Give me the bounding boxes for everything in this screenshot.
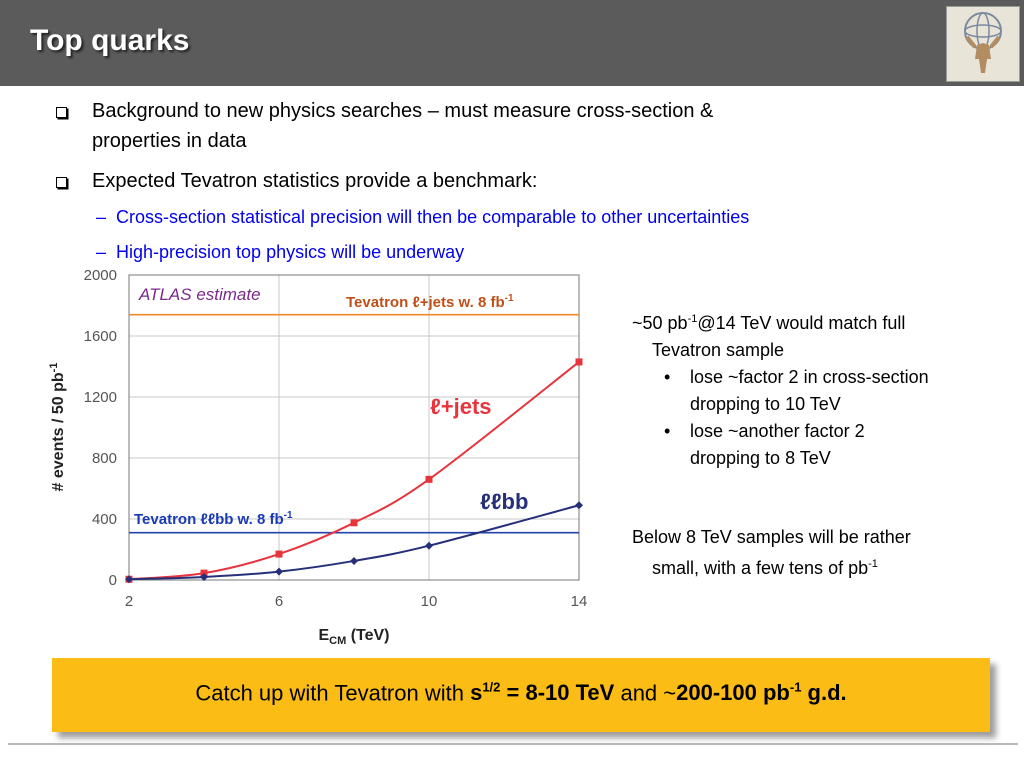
x-tick-label: 14 xyxy=(571,593,588,610)
data-point-llbb xyxy=(275,567,283,576)
reference-lines xyxy=(129,313,579,534)
y-tick-label: 400 xyxy=(92,511,117,528)
events-chart: 0 400 800 1200 1600 2000 2 6 10 14 ATLAS estimate… xyxy=(48,267,588,647)
note-line: Below 8 TeV samples will be rather xyxy=(632,527,911,547)
title-bar: Top quarks xyxy=(0,0,1024,86)
bottom-divider xyxy=(8,743,1018,745)
right-notes-2: Below 8 TeV samples will be rather small… xyxy=(632,524,1012,582)
sub-bullet-item: – Cross-section statistical precision wi… xyxy=(96,207,750,228)
x-axis-label: ECM (TeV) xyxy=(318,627,389,647)
data-series xyxy=(125,358,583,584)
slide-title: Top quarks xyxy=(30,24,190,57)
x-tick-label: 6 xyxy=(275,593,283,610)
data-point-ljets xyxy=(275,550,283,558)
chart-grid xyxy=(128,274,580,581)
atlas-logo xyxy=(946,6,1020,82)
series-label-ljets: ℓ+jets xyxy=(430,394,492,419)
right-notes: ~50 pb-1@14 TeV would match full Tevatro… xyxy=(632,306,1012,472)
y-tick-label: 1600 xyxy=(84,328,117,345)
dash-bullet: – xyxy=(96,242,107,262)
y-axis-label: # events / 50 pb-1 xyxy=(48,363,67,492)
bullet-text-cont: properties in data xyxy=(92,130,247,152)
ref-label-tevatron-llbb: Tevatron ℓℓbb w. 8 fb-1 xyxy=(134,510,293,528)
data-point-ljets xyxy=(350,519,358,527)
bullet-dot: • xyxy=(664,367,671,387)
note-sub-item: • lose ~factor 2 in cross-section droppi… xyxy=(632,364,1012,418)
note-sub-item: • lose ~another factor 2 dropping to 8 T… xyxy=(632,418,1012,472)
data-point-llbb xyxy=(575,501,583,510)
bullet-text: Expected Tevatron statistics provide a b… xyxy=(92,170,538,192)
plot-frame xyxy=(128,274,580,581)
sub-bullet-text: Cross-section statistical precision will… xyxy=(116,207,750,227)
sub-bullet-text: High-precision top physics will be under… xyxy=(116,242,465,262)
dash-bullet: – xyxy=(96,207,107,227)
bullet-dot: • xyxy=(664,421,671,441)
series-line-0 xyxy=(128,361,580,581)
bullet-text: Background to new physics searches – mus… xyxy=(92,100,714,122)
data-point-llbb xyxy=(200,572,208,581)
atlas-figure-icon xyxy=(964,12,1002,73)
square-bullet-icon xyxy=(56,107,67,118)
data-point-llbb xyxy=(425,541,433,550)
x-tick-label: 10 xyxy=(421,593,438,610)
data-point-llbb xyxy=(350,556,358,565)
y-tick-label: 2000 xyxy=(84,267,117,284)
y-tick-label: 800 xyxy=(92,450,117,467)
sub-bullet-item: – High-precision top physics will be und… xyxy=(96,242,465,263)
note-line: Tevatron sample xyxy=(652,340,785,360)
y-tick-label: 0 xyxy=(109,572,117,589)
square-bullet-icon xyxy=(56,177,67,188)
note-line: ~50 pb-1@14 TeV would match full xyxy=(632,313,906,333)
y-tick-label: 1200 xyxy=(84,389,117,406)
axis-ticks: 0 400 800 1200 1600 2000 2 6 10 14 xyxy=(84,267,588,610)
annotation-atlas-estimate: ATLAS estimate xyxy=(138,285,261,304)
data-point-ljets xyxy=(425,475,433,483)
note-line: small, with a few tens of pb-1 xyxy=(652,558,878,578)
data-point-llbb xyxy=(125,575,133,584)
x-tick-label: 2 xyxy=(125,593,133,610)
conclusion-box: Catch up with Tevatron with s1/2 = 8-10 … xyxy=(52,658,990,732)
ref-label-tevatron-ljets: Tevatron ℓ+jets w. 8 fb-1 xyxy=(346,293,514,311)
conclusion-text: Catch up with Tevatron with s1/2 = 8-10 … xyxy=(195,680,847,706)
series-label-llbb: ℓℓbb xyxy=(480,489,528,514)
data-point-ljets xyxy=(575,358,583,366)
